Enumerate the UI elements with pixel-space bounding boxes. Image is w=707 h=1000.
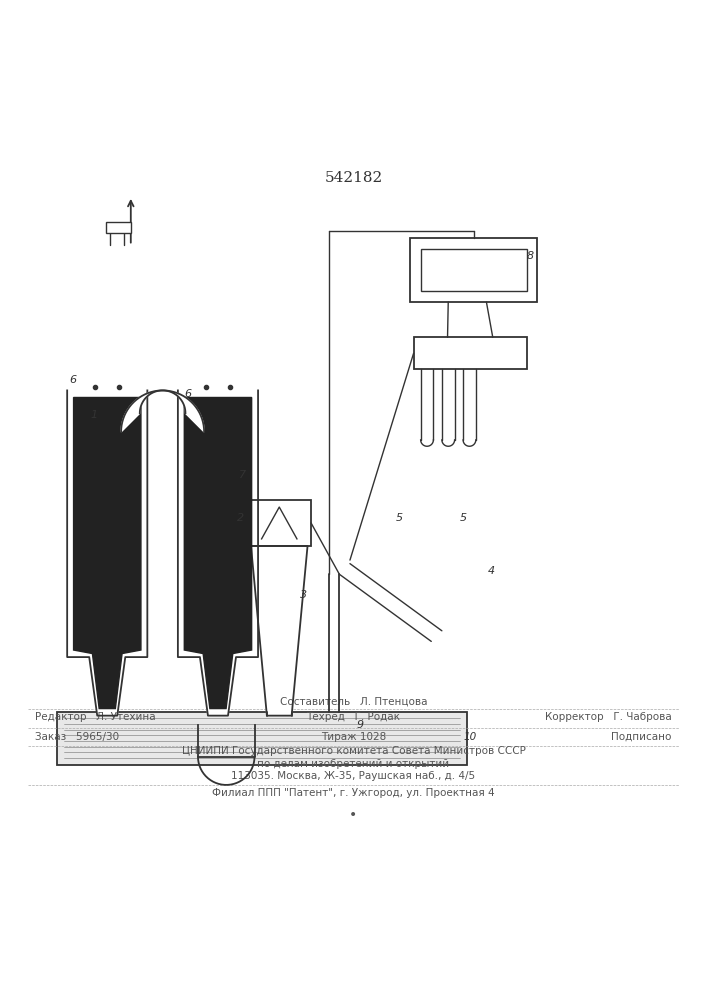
Text: Тираж 1028: Тираж 1028 [321,732,386,742]
Text: Техред   Г. Родак: Техред Г. Родак [307,712,400,722]
Polygon shape [74,397,141,709]
Text: по делам изобретений и открытий: по делам изобретений и открытий [257,759,450,769]
Text: Составитель   Л. Птенцова: Составитель Л. Птенцова [280,696,427,706]
Polygon shape [67,390,147,716]
Text: 2: 2 [237,513,244,523]
Text: 3: 3 [300,590,308,600]
Bar [106,222,131,233]
Polygon shape [251,546,308,716]
Text: 6: 6 [69,375,76,385]
Bar [247,500,311,546]
Bar [414,337,527,369]
Bar [219,514,232,531]
Text: 7: 7 [239,470,246,480]
Text: Заказ   5965/30: Заказ 5965/30 [35,732,119,742]
Text: 113035. Москва, Ж-35, Раушская наб., д. 4/5: 113035. Москва, Ж-35, Раушская наб., д. … [231,771,476,781]
Text: 9: 9 [357,720,364,730]
Bar [421,249,527,291]
Polygon shape [121,390,204,432]
Text: 8: 8 [527,251,534,261]
Text: •: • [349,808,358,822]
Text: 5: 5 [460,513,467,523]
Text: 4: 4 [488,566,495,576]
Text: 5: 5 [396,513,403,523]
Text: 1: 1 [90,410,98,420]
Bar [57,712,467,765]
Text: Редактор   Л. Утехина: Редактор Л. Утехина [35,712,156,722]
Text: 6: 6 [184,389,191,399]
Text: Корректор   Г. Чаброва: Корректор Г. Чаброва [545,712,672,722]
Text: 10: 10 [463,732,477,742]
Polygon shape [185,397,252,709]
Text: ЦНИИПИ Государственного комитета Совета Министров СССР: ЦНИИПИ Государственного комитета Совета … [182,746,525,756]
Bar [410,238,537,302]
Text: 542182: 542182 [325,171,382,185]
Text: Филиал ППП "Патент", г. Ужгород, ул. Проектная 4: Филиал ППП "Патент", г. Ужгород, ул. Про… [212,788,495,798]
Polygon shape [178,390,258,716]
Text: Подписано: Подписано [612,732,672,742]
